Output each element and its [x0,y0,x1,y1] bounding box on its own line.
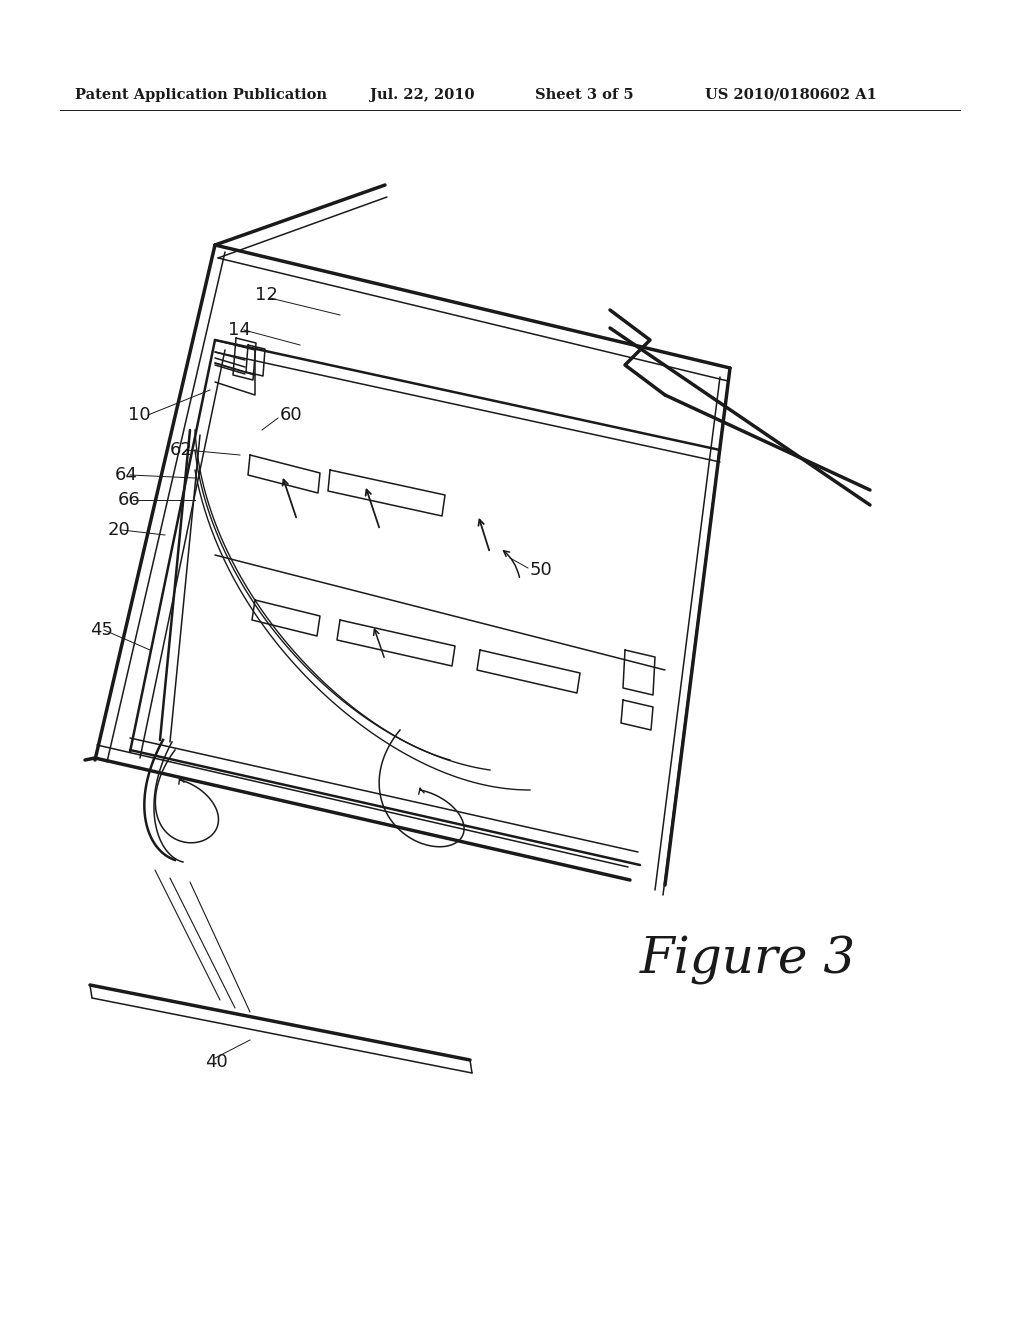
Text: Patent Application Publication: Patent Application Publication [75,88,327,102]
Text: 45: 45 [90,620,113,639]
Text: 40: 40 [205,1053,227,1071]
Text: 20: 20 [108,521,131,539]
Text: 12: 12 [255,286,278,304]
Text: 50: 50 [530,561,553,579]
Text: 66: 66 [118,491,140,510]
Text: 64: 64 [115,466,138,484]
Text: 14: 14 [228,321,251,339]
Text: Jul. 22, 2010: Jul. 22, 2010 [370,88,474,102]
Text: Sheet 3 of 5: Sheet 3 of 5 [535,88,634,102]
Text: Figure 3: Figure 3 [640,936,856,985]
Text: 62: 62 [170,441,193,459]
Text: 60: 60 [280,407,303,424]
Text: US 2010/0180602 A1: US 2010/0180602 A1 [705,88,877,102]
Text: 10: 10 [128,407,151,424]
